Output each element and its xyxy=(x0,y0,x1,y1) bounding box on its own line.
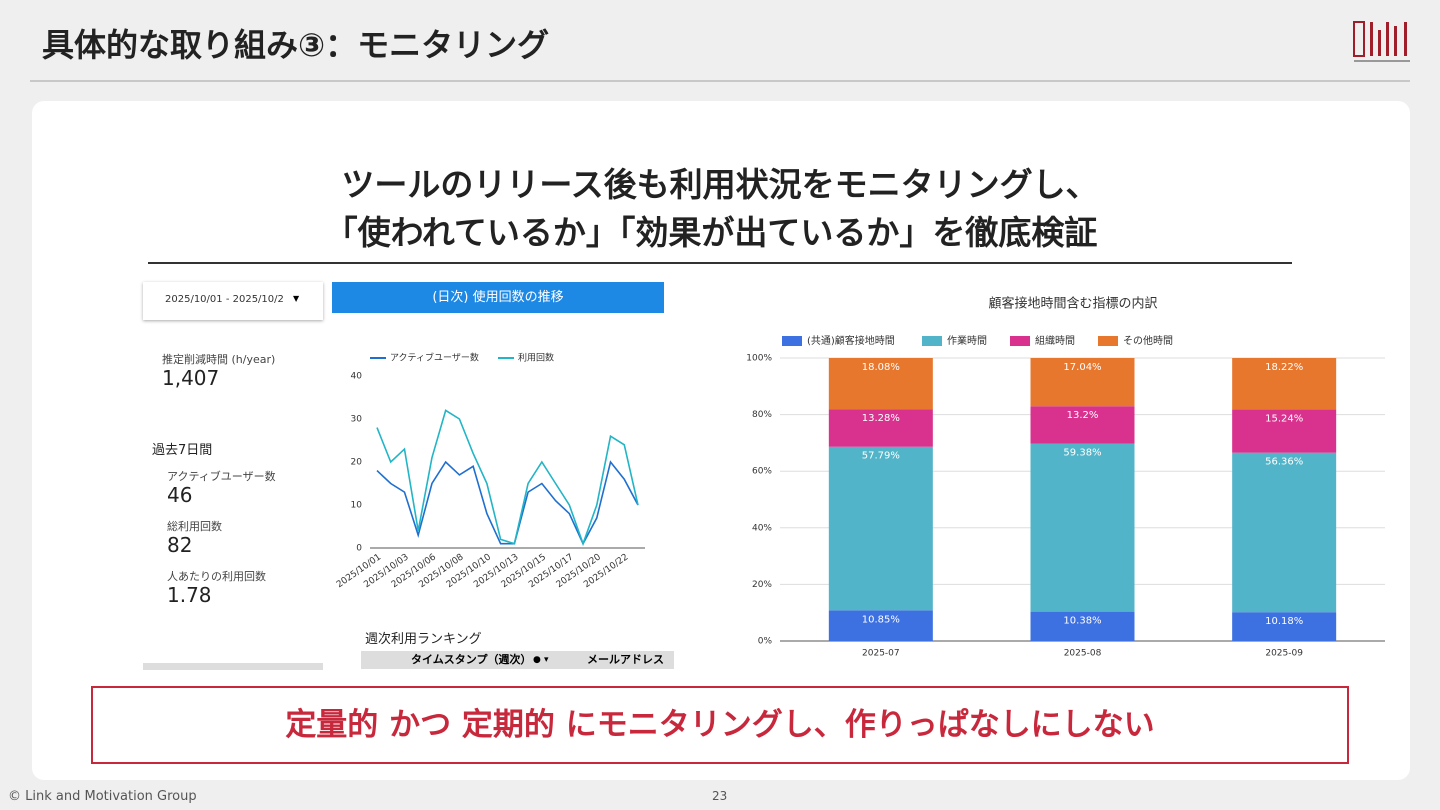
x-tick-label: 2025-07 xyxy=(862,649,900,659)
bar-segment xyxy=(1232,409,1337,453)
y-tick-label: 30 xyxy=(351,415,363,425)
chart-title: 顧客接地時間含む指標の内訳 xyxy=(988,296,1157,312)
y-tick-label: 60% xyxy=(752,467,772,477)
y-tick-label: 10 xyxy=(351,501,363,511)
legend-swatch xyxy=(1010,336,1030,346)
metric-value: 1.78 xyxy=(167,583,212,607)
x-tick-label: 2025-08 xyxy=(1064,649,1102,659)
y-tick-label: 0% xyxy=(758,637,773,647)
page-number: 23 xyxy=(712,789,728,803)
bar-segment xyxy=(1232,612,1337,641)
headline-rule xyxy=(148,262,1292,264)
data-label: 18.22% xyxy=(1265,362,1303,373)
slide-title: 具体的な取り組み③：モニタリング xyxy=(42,26,550,64)
chart-header: (日次) 使用回数の推移 xyxy=(332,282,664,313)
legend-label: 作業時間 xyxy=(947,334,987,347)
data-label: 10.18% xyxy=(1265,616,1303,627)
data-label: 10.38% xyxy=(1063,616,1101,627)
y-tick-label: 20% xyxy=(752,580,772,590)
metric-value: 46 xyxy=(167,483,193,507)
bar-segment xyxy=(1232,358,1337,410)
stacked-bar-chart: 顧客接地時間含む指標の内訳 0% 20% 40% 60% 80% 100% (共通)顧客接地時… xyxy=(746,296,1385,659)
bar-segment xyxy=(1030,611,1135,641)
metric-label: アクティブユーザー数 xyxy=(167,470,276,483)
bar-segment xyxy=(828,446,933,611)
y-tick-label: 40 xyxy=(351,372,363,382)
legend-label: 利用回数 xyxy=(518,352,554,364)
x-tick-label: 2025-09 xyxy=(1265,649,1303,659)
date-range: 2025/10/01 - 2025/10/2 xyxy=(165,294,284,305)
line-series xyxy=(376,409,639,547)
ranking-title: 週次利用ランキング xyxy=(365,632,482,647)
metric-label: 総利用回数 xyxy=(167,520,222,533)
ranking-header: タイムスタンプ（週次） ● ▾ メールアドレス xyxy=(361,651,674,669)
bar-segment xyxy=(828,409,933,447)
data-label: 17.04% xyxy=(1063,362,1101,373)
data-label: 57.79% xyxy=(862,451,900,462)
section-label: 過去7日間 xyxy=(152,443,213,458)
legend-label: (共通)顧客接地時間 xyxy=(807,334,895,347)
column-header: メールアドレス xyxy=(587,653,664,666)
bar-segment xyxy=(1232,452,1337,613)
data-label: 15.24% xyxy=(1265,414,1303,425)
data-label: 13.28% xyxy=(862,413,900,424)
date-dropdown[interactable]: 2025/10/01 - 2025/10/2 ▼ xyxy=(143,282,323,320)
dropdown-arrow: ▼ xyxy=(293,294,300,303)
bar-segment xyxy=(1030,443,1135,612)
panel-bar xyxy=(143,663,323,670)
headline-1: ツールのリリース後も利用状況をモニタリングし、 xyxy=(341,165,1099,204)
headline-2: 「使われているか」「効果が出ているか」を徹底検証 xyxy=(324,213,1098,252)
divider xyxy=(30,80,1410,82)
data-label: 59.38% xyxy=(1063,448,1101,459)
legend-swatch xyxy=(782,336,802,346)
y-tick-label: 80% xyxy=(752,410,772,420)
copyright: © Link and Motivation Group xyxy=(8,789,197,804)
y-tick-label: 20 xyxy=(351,458,363,468)
sort-icon[interactable]: ● ▾ xyxy=(533,655,549,665)
callout: 定量的 かつ 定期的 にモニタリングし、作りっぱなしにしない xyxy=(91,686,1349,764)
logo xyxy=(1353,21,1410,62)
bar-segment xyxy=(1030,358,1135,407)
metric-label: 人あたりの利用回数 xyxy=(167,570,266,583)
line-chart: 0102030402025/10/012025/10/032025/10/062… xyxy=(335,352,645,590)
data-label: 18.08% xyxy=(862,362,900,373)
legend-swatch xyxy=(922,336,942,346)
y-tick-label: 0 xyxy=(356,544,362,554)
legend-swatch xyxy=(1098,336,1118,346)
data-label: 56.36% xyxy=(1265,457,1303,468)
metric-label: 推定削減時間 (h/year) xyxy=(162,353,276,366)
column-header[interactable]: タイムスタンプ（週次） xyxy=(411,653,532,666)
legend-label: アクティブユーザー数 xyxy=(390,352,479,364)
legend-label: 組織時間 xyxy=(1035,334,1075,347)
y-tick-label: 40% xyxy=(752,523,772,533)
data-label: 13.2% xyxy=(1067,410,1099,421)
bar-segment xyxy=(828,610,933,641)
data-label: 10.85% xyxy=(862,614,900,625)
metric-value: 82 xyxy=(167,533,193,557)
y-tick-label: 100% xyxy=(746,354,772,364)
bar-segment xyxy=(828,358,933,410)
line-series xyxy=(376,460,639,546)
metric-value: 1,407 xyxy=(162,366,220,390)
bar-segment xyxy=(1030,406,1135,444)
legend-label: その他時間 xyxy=(1123,334,1173,347)
